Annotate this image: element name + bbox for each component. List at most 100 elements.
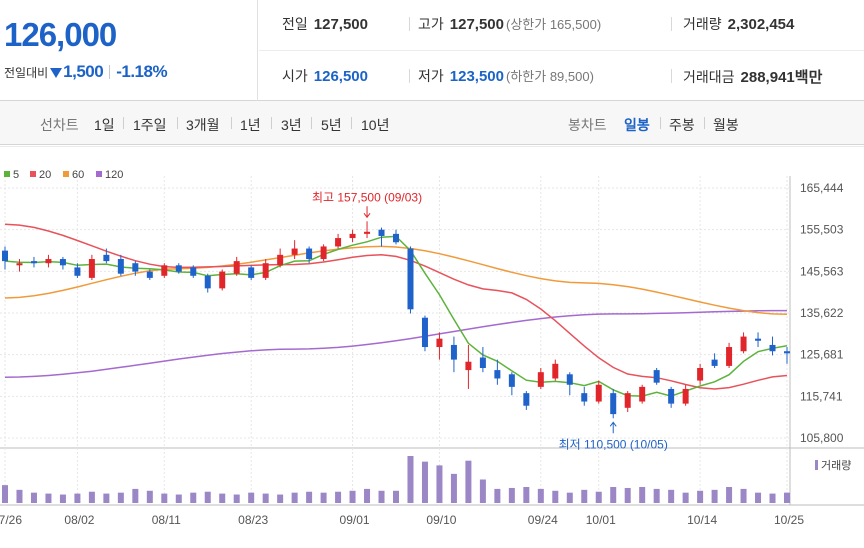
candle-body (88, 259, 95, 278)
candle-body (407, 248, 414, 310)
volume-legend-swatch (815, 460, 818, 470)
candle-weekly-button[interactable]: 주봉 (669, 117, 695, 133)
candle-body (378, 229, 385, 236)
x-tick-label: 10/01 (586, 513, 616, 527)
volume-bar (262, 493, 269, 503)
volume-label: 거래량 (821, 459, 851, 472)
candle-body (581, 393, 588, 402)
chart-grid (0, 146, 864, 506)
volume-bar (349, 490, 356, 503)
stat-open-label: 시가 (282, 68, 308, 84)
candle-body (552, 363, 559, 379)
period-10y-button[interactable]: 10년 (361, 117, 390, 133)
candle-body (393, 233, 399, 243)
volume-bar (581, 489, 588, 503)
stat-low-label: 저가 (418, 68, 444, 84)
candle-body (30, 261, 37, 264)
candle-body (595, 384, 602, 402)
divider (109, 65, 111, 79)
period-1d-button[interactable]: 1일 (94, 117, 115, 133)
candle-body (248, 267, 255, 278)
y-tick-label: 155,503 (800, 223, 844, 237)
candle-body (117, 259, 124, 274)
candle-body (755, 338, 762, 341)
stat-trade-amount-label: 거래대금 (683, 69, 735, 85)
volume-bar (45, 493, 52, 503)
volume-bar (523, 487, 530, 503)
legend-label: 120 (105, 169, 123, 181)
legend-swatch (30, 171, 36, 177)
volume-bar (335, 491, 342, 503)
chart-labels: 105,800 115,741 125,681 135,622 145,563 155,5… (0, 181, 851, 527)
high-arrow-icon (363, 206, 371, 219)
divider (660, 117, 661, 129)
candle-body (103, 254, 110, 262)
candle-body (364, 231, 371, 234)
period-5y-button[interactable]: 5년 (321, 117, 342, 133)
stat-trade-amount-value: 288,941 (740, 69, 795, 86)
candle-body (784, 351, 790, 354)
candle-body (508, 374, 515, 387)
legend-label: 5 (13, 169, 19, 181)
stat-high-value: 127,500 (449, 16, 504, 33)
candle-body (190, 267, 197, 276)
y-tick-label: 105,800 (800, 431, 844, 445)
stat-low-limit: (하한가 89,500) (506, 69, 594, 84)
volume-bar (291, 492, 298, 503)
stat-volume-label: 거래량 (683, 16, 722, 32)
candle-body (566, 374, 573, 385)
divider (231, 117, 232, 129)
candle-body (291, 248, 298, 255)
volume-bar (233, 494, 240, 503)
stat-volume-value: 2,302,454 (727, 16, 795, 33)
candlestick-chart: 105,800 115,741 125,681 135,622 145,563 155,5… (0, 146, 864, 527)
candle-body (624, 393, 631, 408)
candle-body (610, 393, 617, 415)
candle-body (204, 275, 211, 289)
legend-label: 60 (72, 169, 84, 181)
stat-prev-close-label: 전일 (282, 16, 308, 32)
candle-body (161, 265, 168, 276)
stat-low: 저가 123,500 (하한가 89,500) (418, 66, 594, 86)
candle-body (320, 246, 327, 260)
period-1y-button[interactable]: 1년 (240, 117, 261, 133)
volume-bar (653, 488, 660, 503)
divider (409, 69, 410, 83)
volume-bar (74, 493, 81, 503)
volume-bar (59, 494, 66, 503)
divider (123, 117, 124, 129)
volume-bar (16, 489, 23, 503)
volume-bar (421, 461, 428, 503)
candle-body (653, 370, 660, 383)
x-tick-label: 10/14 (687, 513, 717, 527)
candle-body (537, 372, 544, 387)
volume-bar (740, 488, 747, 503)
change-label: 전일대비 (4, 66, 49, 80)
period-3y-button[interactable]: 3년 (281, 117, 302, 133)
volume-bar (537, 488, 544, 503)
current-price: 126,000 (4, 16, 117, 53)
volume-bar (610, 487, 617, 503)
candle-monthly-button[interactable]: 월봉 (713, 117, 739, 133)
volume-bar (726, 487, 733, 503)
x-tick-label: 08/11 (152, 513, 181, 527)
candle-daily-button[interactable]: 일봉 (624, 117, 650, 133)
chart-toolbar: 선차트 1일 1주일 3개월 1년 3년 5년 10년 봉차트 일봉 주봉 월봉 (0, 101, 864, 145)
change-percent: -1.18% (116, 62, 168, 81)
stat-trade-amount-unit: 백만 (794, 69, 823, 86)
volume-bar (407, 456, 414, 503)
period-3m-button[interactable]: 3개월 (186, 117, 220, 133)
x-tick-label: 10/25 (774, 513, 804, 527)
candle-body (306, 248, 313, 260)
current-price-box: 126,000 전일대비 1,500 -1.18% (0, 0, 258, 101)
period-1w-button[interactable]: 1주일 (133, 117, 167, 133)
volume-bar (465, 460, 472, 503)
volume-bar (88, 491, 95, 503)
candle-body (277, 254, 284, 266)
candle-body (450, 344, 457, 360)
divider (704, 117, 705, 129)
volume-bar (769, 493, 776, 503)
volume-bar (146, 490, 153, 503)
volume-bar (450, 473, 457, 503)
volume-bar (479, 479, 486, 503)
